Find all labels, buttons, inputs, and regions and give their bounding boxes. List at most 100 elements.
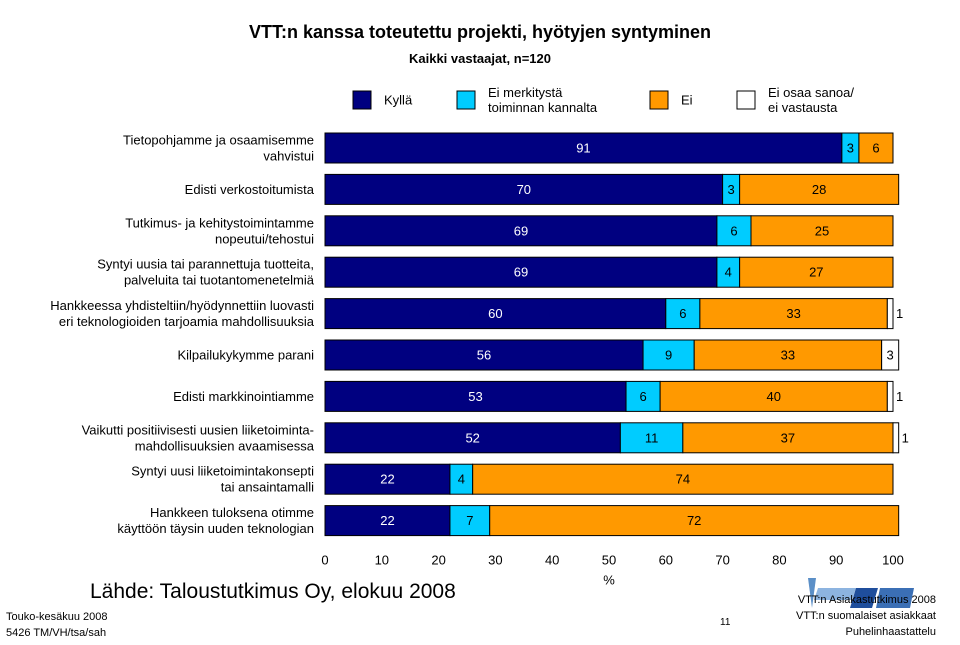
x-tick-label-9: 80	[772, 553, 786, 568]
bar-1-series-3	[858, 132, 894, 164]
x-tick-label-10: 90	[829, 553, 843, 568]
value-label-10-1: 22	[380, 513, 394, 528]
value-label-1-3: 6	[872, 141, 879, 156]
category-label-4: Syntyi uusia tai parannettuja tuotteita,…	[97, 257, 315, 288]
category-label-3: Tutkimus- ja kehitystoimintamme nopeutui/…	[125, 215, 314, 246]
legend-swatch-4	[736, 90, 756, 110]
category-label-6: Kilpailukykymme parani	[177, 348, 314, 363]
value-label-6-1: 56	[477, 348, 491, 363]
category-label-2: Edisti verkostoitumista	[185, 182, 315, 197]
value-label-8-1: 52	[465, 430, 479, 445]
bar-5-series-3	[699, 298, 888, 330]
page-number: 11	[720, 617, 731, 628]
value-label-3-2: 6	[730, 223, 737, 238]
bar-3-series-1	[324, 215, 718, 247]
bar-5-series-4	[886, 298, 894, 330]
category-label-1: Tietopohjamme ja osaamisemme vahvistui	[123, 133, 314, 164]
bar-5-series-1	[324, 298, 667, 330]
bar-3-series-3	[750, 215, 894, 247]
value-label-10-2: 7	[466, 513, 473, 528]
value-label-8-4: 1	[902, 430, 909, 445]
x-axis-label: %	[603, 573, 615, 588]
value-label-7-3: 40	[766, 389, 780, 404]
category-label-8: Vaikutti positiivisesti uusien liiketoim…	[82, 422, 315, 453]
x-tick-label-5: 40	[545, 553, 559, 568]
value-label-3-1: 69	[514, 223, 528, 238]
value-label-2-3: 28	[812, 182, 826, 197]
bar-10-series-3	[489, 505, 900, 537]
category-label-10: Hankkeen tuloksena otimme käyttöön täysin…	[117, 505, 314, 536]
bar-7-series-4	[886, 380, 894, 412]
value-label-5-3: 33	[786, 306, 800, 321]
legend-label-2: Ei merkitystä toiminnan kannalta	[488, 85, 598, 115]
category-label-5: Hankkeessa yhdisteltiin/hyödynnettiin lu…	[50, 298, 315, 329]
value-label-9-1: 22	[380, 472, 394, 487]
category-label-9: Syntyi uusi liiketoimintakonsepti tai ans…	[131, 464, 314, 495]
value-label-4-1: 69	[514, 265, 528, 280]
x-tick-label-6: 50	[602, 553, 616, 568]
study-method: Puhelinhaastattelu	[845, 626, 936, 638]
bar-7-series-2	[625, 380, 661, 412]
chart-subtitle: Kaikki vastaajat, n=120	[408, 51, 551, 66]
value-label-6-4: 3	[887, 348, 894, 363]
value-label-6-3: 33	[781, 348, 795, 363]
value-label-4-2: 4	[725, 265, 732, 280]
bar-6-series-2	[642, 339, 695, 371]
category-label-7: Edisti markkinointiamme	[173, 389, 314, 404]
bar-8-series-3	[682, 422, 894, 454]
footer-date: Touko-kesäkuu 2008	[6, 611, 108, 623]
bar-7-series-1	[324, 380, 627, 412]
bar-9-series-3	[472, 463, 894, 495]
value-label-3-3: 25	[815, 223, 829, 238]
bar-8-series-1	[324, 422, 621, 454]
value-label-9-2: 4	[458, 472, 465, 487]
chart-title: VTT:n kanssa toteutettu projekti, hyötyj…	[248, 22, 712, 42]
value-label-5-2: 6	[679, 306, 686, 321]
value-label-7-2: 6	[639, 389, 646, 404]
value-label-8-2: 11	[645, 430, 659, 445]
legend-label-4: Ei osaa sanoa/ei vastausta	[768, 85, 854, 115]
bar-4-series-3	[739, 256, 894, 288]
study-name: VTT:n Asiakastutkimus 2008	[797, 594, 936, 606]
x-tick-label-7: 60	[659, 553, 673, 568]
value-label-6-2: 9	[665, 348, 672, 363]
legend-label-3: Ei	[681, 93, 693, 108]
legend-swatch-2	[456, 90, 476, 110]
bar-1-series-1	[324, 132, 843, 164]
bar-4-series-1	[324, 256, 718, 288]
value-label-1-1: 91	[576, 141, 590, 156]
bar-3-series-2	[716, 215, 752, 247]
bar-6-series-3	[693, 339, 883, 371]
legend-swatch-3	[649, 90, 669, 110]
bar-5-series-2	[665, 298, 701, 330]
value-label-8-3: 37	[781, 430, 795, 445]
value-label-1-2: 3	[847, 141, 854, 156]
bar-6-series-4	[881, 339, 900, 371]
vtt-logo-icon	[808, 578, 914, 608]
legend-label-1: Kyllä	[384, 93, 413, 108]
value-label-5-4: 1	[896, 306, 903, 321]
value-label-2-2: 3	[728, 182, 735, 197]
source-note: Lähde: Taloustutkimus Oy, elokuu 2008	[90, 580, 456, 603]
bar-2-series-1	[324, 173, 724, 205]
bar-6-series-1	[324, 339, 644, 371]
legend-swatch-1	[352, 90, 372, 110]
bar-7-series-3	[659, 380, 888, 412]
x-tick-label-8: 70	[715, 553, 729, 568]
x-tick-label-11: 100	[882, 553, 904, 568]
x-tick-label-3: 20	[431, 553, 445, 568]
bar-2-series-3	[739, 173, 900, 205]
value-label-4-3: 27	[809, 265, 823, 280]
study-target: VTT:n suomalaiset asiakkaat	[795, 610, 936, 622]
footer-code: 5426 TM/VH/tsa/sah	[6, 627, 107, 639]
value-label-7-4: 1	[896, 389, 903, 404]
value-label-7-1: 53	[468, 389, 482, 404]
x-tick-label-1: 0	[321, 553, 328, 568]
bar-9-series-1	[324, 463, 451, 495]
bar-10-series-1	[324, 505, 451, 537]
bar-10-series-2	[449, 505, 491, 537]
bar-8-series-2	[619, 422, 684, 454]
value-label-5-1: 60	[488, 306, 502, 321]
value-label-2-1: 70	[517, 182, 531, 197]
